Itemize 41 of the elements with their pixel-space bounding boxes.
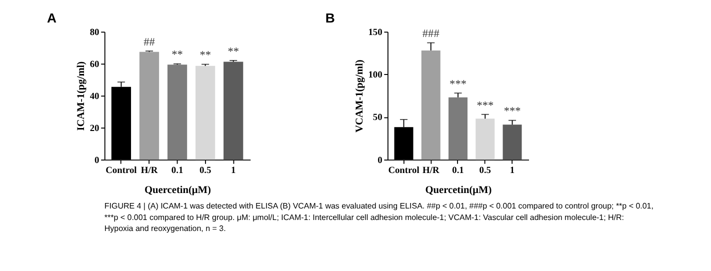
x-tick-label: 1 <box>230 166 236 176</box>
x-tick-label: Control <box>106 166 138 176</box>
y-tick-label: 80 <box>90 28 100 38</box>
annotation: ### <box>422 28 440 40</box>
bar <box>476 118 495 160</box>
annotation: ## <box>144 36 156 48</box>
x-tick-label: H/R <box>422 166 440 176</box>
x-tick-label: 0.5 <box>199 166 212 176</box>
y-axis-title: VCAM-1(pg/ml) <box>354 60 366 133</box>
x-axis-title: Quercetin(μM) <box>425 184 492 196</box>
x-tick-label: 0.1 <box>452 166 464 176</box>
bar <box>196 66 216 160</box>
x-tick-label: 1 <box>510 166 515 176</box>
x-tick-label: H/R <box>140 166 158 176</box>
annotation: ** <box>228 46 240 58</box>
bar <box>224 62 244 160</box>
chart-title: A <box>47 10 58 26</box>
y-tick-label: 0 <box>94 156 100 166</box>
y-tick-label: 20 <box>90 124 100 134</box>
y-axis-title: ICAM-1(pg/ml) <box>76 61 88 131</box>
bar <box>448 97 468 160</box>
y-tick-label: 100 <box>368 70 383 81</box>
x-tick-label: Control <box>388 166 420 176</box>
annotation: *** <box>476 100 494 112</box>
bar <box>502 124 522 160</box>
y-tick-label: 50 <box>372 113 383 124</box>
annotation: ** <box>172 49 184 62</box>
annotation: *** <box>450 78 467 90</box>
annotation: *** <box>504 106 522 118</box>
bar <box>167 64 188 160</box>
bar <box>139 52 160 160</box>
y-tick-label: 150 <box>368 28 383 38</box>
x-tick-label: 0.5 <box>479 166 492 176</box>
y-tick-label: 40 <box>90 92 100 102</box>
y-tick-label: 0 <box>378 156 383 166</box>
chart-title: B <box>325 10 335 26</box>
x-tick-label: 0.1 <box>171 166 184 176</box>
y-tick-label: 60 <box>90 60 100 70</box>
annotation: ** <box>200 50 212 62</box>
x-axis-title: Quercetin(μM) <box>144 184 211 196</box>
bar <box>421 50 440 160</box>
